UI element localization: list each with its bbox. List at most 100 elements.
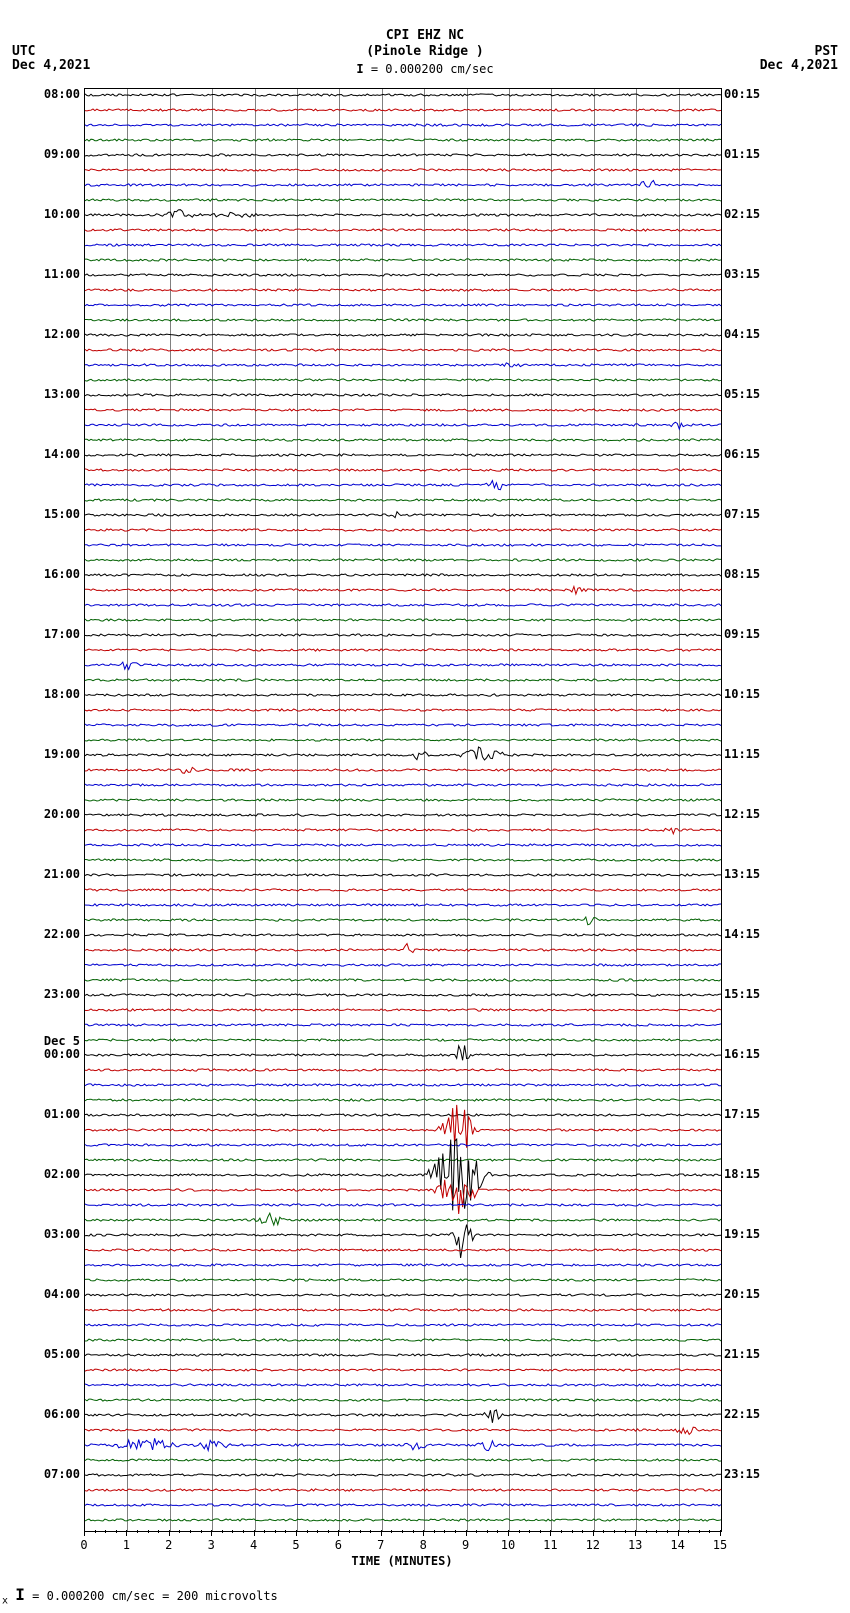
x-tick [169,1530,170,1536]
pst-hour-label: 20:15 [724,1287,760,1301]
pst-hour-label: 19:15 [724,1227,760,1241]
x-tick-minor [625,1530,626,1533]
utc-hour-label: 16:00 [20,567,80,581]
x-tick-minor [360,1530,361,1533]
footer-text: = 0.000200 cm/sec = 200 microvolts [32,1589,278,1603]
tz-left-label: UTC [12,44,35,59]
utc-hour-label: 05:00 [20,1347,80,1361]
x-tick [550,1530,551,1536]
pst-hour-label: 17:15 [724,1107,760,1121]
x-tick-minor [201,1530,202,1533]
x-tick-minor [529,1530,530,1533]
pst-hour-label: 03:15 [724,267,760,281]
pst-hour-label: 08:15 [724,567,760,581]
pst-hour-label: 10:15 [724,687,760,701]
x-tick-minor [222,1530,223,1533]
x-tick-minor [540,1530,541,1533]
utc-hour-label: 02:00 [20,1167,80,1181]
pst-hour-label: 01:15 [724,147,760,161]
utc-hour-label: 11:00 [20,267,80,281]
x-tick-label: 9 [462,1538,469,1552]
x-tick-minor [646,1530,647,1533]
x-tick-label: 10 [501,1538,515,1552]
x-tick-minor [243,1530,244,1533]
x-tick [381,1530,382,1536]
pst-hour-label: 07:15 [724,507,760,521]
utc-hour-label: 08:00 [20,87,80,101]
utc-hour-label: 10:00 [20,207,80,221]
x-tick-label: 14 [670,1538,684,1552]
utc-hour-label: 22:00 [20,927,80,941]
x-tick [84,1530,85,1536]
x-tick-label: 7 [377,1538,384,1552]
x-tick-minor [656,1530,657,1533]
x-tick-label: 8 [420,1538,427,1552]
pst-hour-label: 11:15 [724,747,760,761]
x-tick [635,1530,636,1536]
pst-hour-label: 14:15 [724,927,760,941]
footer-scale: x I = 0.000200 cm/sec = 200 microvolts [2,1585,278,1606]
pst-hour-label: 12:15 [724,807,760,821]
x-tick-label: 13 [628,1538,642,1552]
day-label: Dec 5 [20,1034,80,1048]
utc-hour-label: 12:00 [20,327,80,341]
x-tick-minor [391,1530,392,1533]
x-tick-minor [603,1530,604,1533]
x-tick-minor [317,1530,318,1533]
utc-hour-label: 06:00 [20,1407,80,1421]
x-tick-minor [232,1530,233,1533]
x-tick-label: 11 [543,1538,557,1552]
x-tick-minor [402,1530,403,1533]
pst-hour-label: 09:15 [724,627,760,641]
utc-hour-label: 01:00 [20,1107,80,1121]
pst-hour-label: 05:15 [724,387,760,401]
date-left-label: Dec 4,2021 [12,58,90,73]
x-tick-minor [328,1530,329,1533]
x-tick-label: 0 [80,1538,87,1552]
x-tick-minor [476,1530,477,1533]
x-tick-minor [434,1530,435,1533]
x-tick-minor [455,1530,456,1533]
x-tick-minor [667,1530,668,1533]
x-tick-minor [137,1530,138,1533]
x-tick-minor [413,1530,414,1533]
x-tick-label: 4 [250,1538,257,1552]
x-tick-minor [148,1530,149,1533]
date-right-label: Dec 4,2021 [760,58,838,73]
x-tick [593,1530,594,1536]
seismogram-container: CPI EHZ NC (Pinole Ridge ) I = 0.000200 … [0,0,850,1613]
x-tick-minor [158,1530,159,1533]
pst-hour-label: 16:15 [724,1047,760,1061]
x-tick-label: 6 [335,1538,342,1552]
utc-hour-label: 23:00 [20,987,80,1001]
x-tick [254,1530,255,1536]
x-tick-minor [307,1530,308,1533]
x-tick-minor [572,1530,573,1533]
x-tick-label: 3 [208,1538,215,1552]
footer-prefix: x [2,1595,8,1606]
utc-hour-label: 03:00 [20,1227,80,1241]
utc-hour-label: 19:00 [20,747,80,761]
x-tick-minor [349,1530,350,1533]
x-tick-minor [275,1530,276,1533]
pst-hour-label: 22:15 [724,1407,760,1421]
x-tick-minor [179,1530,180,1533]
x-tick [508,1530,509,1536]
x-tick-minor [699,1530,700,1533]
x-tick [423,1530,424,1536]
x-tick-minor [264,1530,265,1533]
x-tick-label: 12 [586,1538,600,1552]
x-tick-minor [688,1530,689,1533]
pst-hour-label: 23:15 [724,1467,760,1481]
x-tick [338,1530,339,1536]
x-axis: TIME (MINUTES) 0123456789101112131415 [84,1530,720,1570]
utc-hour-label: 14:00 [20,447,80,461]
x-tick-minor [444,1530,445,1533]
utc-hour-label: 04:00 [20,1287,80,1301]
x-tick-minor [95,1530,96,1533]
x-tick-minor [561,1530,562,1533]
x-tick-minor [105,1530,106,1533]
utc-hour-label: 00:00 [20,1047,80,1061]
utc-hour-label: 18:00 [20,687,80,701]
x-tick-label: 5 [292,1538,299,1552]
